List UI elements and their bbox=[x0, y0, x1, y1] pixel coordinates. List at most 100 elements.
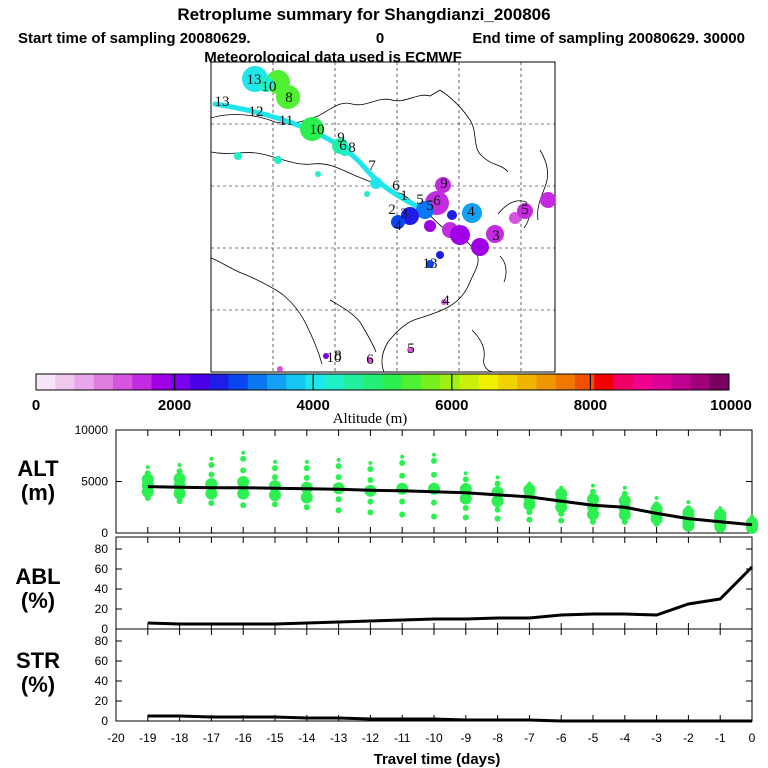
series-line bbox=[147, 565, 754, 626]
map-day-label: 3 bbox=[492, 228, 500, 244]
x-tick-label: -20 bbox=[107, 731, 125, 745]
x-tick-label: -3 bbox=[651, 731, 662, 745]
colorbar-segment bbox=[305, 374, 326, 390]
y-tick-label: 5000 bbox=[81, 475, 108, 489]
alt-dot bbox=[273, 459, 277, 464]
x-tick-label: -6 bbox=[556, 731, 567, 745]
alt-dot bbox=[272, 501, 278, 508]
coastline bbox=[329, 299, 377, 353]
x-tick-label: -4 bbox=[619, 731, 630, 745]
colorbar-tick-label: 4000 bbox=[297, 397, 330, 414]
series-line bbox=[147, 714, 752, 723]
plume-dot bbox=[401, 207, 419, 225]
y-tick-label: 0 bbox=[101, 622, 108, 636]
plume-dot bbox=[367, 357, 373, 363]
coastline bbox=[537, 149, 548, 221]
alt-dot bbox=[208, 500, 215, 507]
alt-dot bbox=[335, 507, 342, 514]
map-day-label: 6 bbox=[339, 138, 347, 154]
plume-dot bbox=[300, 117, 324, 141]
x-tick-label: -1 bbox=[715, 731, 726, 745]
alt-dot bbox=[399, 472, 406, 479]
str-frame bbox=[115, 628, 753, 722]
plume-dot bbox=[426, 260, 434, 268]
map-day-label: 1 bbox=[400, 188, 408, 204]
colorbar-segment bbox=[594, 374, 614, 390]
plume-dot bbox=[509, 212, 521, 224]
alt-dot bbox=[526, 509, 533, 516]
colorbar-segment bbox=[498, 374, 518, 390]
colorbar-segment bbox=[324, 374, 345, 390]
plume-dot bbox=[450, 225, 470, 245]
alt-dot bbox=[176, 468, 183, 475]
alt-dot bbox=[462, 476, 469, 483]
abl-unit: (%) bbox=[21, 588, 55, 613]
colorbar-segment bbox=[228, 374, 249, 390]
plume-dot bbox=[435, 177, 451, 193]
map-day-label: 6 bbox=[392, 178, 400, 194]
colorbar-segment bbox=[382, 374, 403, 390]
plume-dot bbox=[315, 171, 321, 177]
x-tick-label: -10 bbox=[425, 731, 443, 745]
map-day-label: 3 bbox=[400, 206, 408, 222]
map-graticule bbox=[211, 62, 555, 372]
alt-dot bbox=[367, 477, 374, 483]
colorbar-segment bbox=[74, 374, 95, 390]
plume-dot bbox=[407, 347, 413, 353]
colorbar-segment bbox=[267, 374, 287, 390]
map-day-label: 13 bbox=[423, 256, 438, 272]
alt-dot bbox=[431, 513, 437, 520]
colorbar-label: Altitude (m) bbox=[333, 411, 408, 427]
alt-dot bbox=[335, 496, 342, 503]
colorbar-frame bbox=[35, 373, 730, 391]
alt-dot bbox=[527, 481, 532, 486]
plume-dot bbox=[471, 238, 489, 256]
alt-unit: (m) bbox=[21, 480, 55, 505]
colorbar-tick-label: 0 bbox=[32, 397, 40, 414]
alt-dot bbox=[237, 487, 250, 500]
abl-line bbox=[147, 565, 754, 626]
colorbar-segment bbox=[478, 374, 499, 390]
map-day-label: 9 bbox=[337, 130, 345, 146]
alt-dot bbox=[463, 471, 468, 476]
alt-dot bbox=[303, 465, 310, 472]
plume-dot bbox=[276, 85, 300, 109]
y-tick-label: 80 bbox=[95, 634, 109, 648]
alt-dot bbox=[303, 474, 310, 481]
y-tick-label: 60 bbox=[95, 654, 109, 668]
plume-dot bbox=[277, 366, 283, 372]
alt-dot bbox=[618, 494, 631, 507]
plume-dot bbox=[462, 203, 482, 223]
map-day-label: 13 bbox=[215, 94, 230, 110]
colorbar-segment bbox=[690, 374, 711, 390]
y-tick-label: 20 bbox=[95, 602, 109, 616]
alt-dot bbox=[208, 471, 215, 478]
map-day-label: 8 bbox=[348, 140, 356, 156]
colorbar-tick-label: 10000 bbox=[710, 397, 752, 414]
map-day-label: 11 bbox=[279, 113, 293, 129]
alt-dot bbox=[269, 480, 281, 493]
colorbar-segment bbox=[517, 374, 537, 390]
alt-dot bbox=[399, 511, 406, 518]
end-time-label: End time of sampling 20080629. 30000 bbox=[472, 30, 745, 47]
alt-dot bbox=[272, 465, 278, 472]
x-axis-label: Travel time (days) bbox=[374, 751, 501, 768]
coastline bbox=[471, 329, 495, 373]
colorbar-segment bbox=[401, 374, 422, 390]
alt-dot bbox=[686, 500, 691, 505]
colorbar-segment bbox=[459, 374, 480, 390]
str-line bbox=[147, 714, 752, 723]
alt-dot bbox=[240, 455, 247, 462]
colorbar-segment bbox=[709, 374, 730, 390]
map-day-label: 8 bbox=[285, 90, 293, 106]
plume-dot bbox=[258, 76, 274, 92]
colorbar-segment bbox=[247, 374, 268, 390]
colorbar-segment bbox=[36, 374, 56, 390]
plume-dot bbox=[416, 201, 434, 219]
plume-dot bbox=[234, 152, 242, 160]
colorbar-segment bbox=[132, 374, 152, 390]
map-day-label: 13 bbox=[247, 72, 262, 88]
map-day-label: 2 bbox=[388, 202, 396, 218]
